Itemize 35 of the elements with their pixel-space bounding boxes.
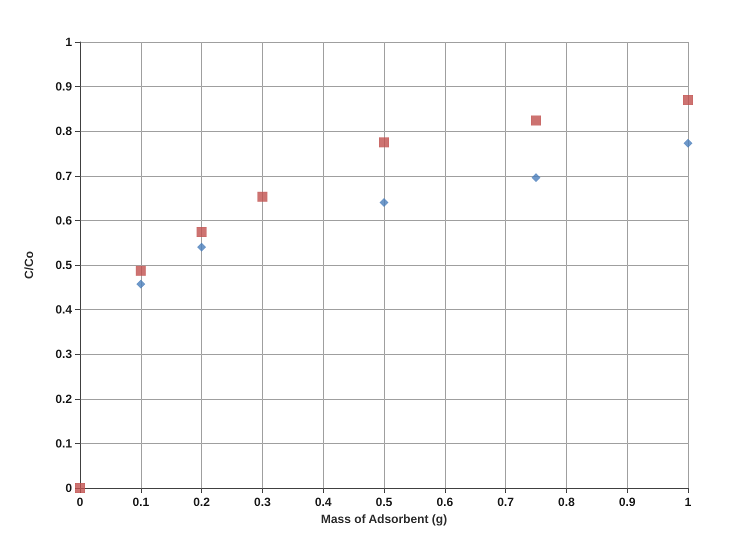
point: [136, 266, 146, 276]
point: [532, 173, 540, 182]
point: [197, 242, 206, 252]
y-tick-label: 0.2: [55, 392, 72, 406]
x-tick-label: 0.2: [193, 495, 210, 509]
x-tick-label: 0: [76, 495, 84, 509]
point: [257, 192, 268, 202]
y-tick-label: 0.7: [55, 168, 72, 183]
point: [380, 198, 388, 208]
y-tick-label: 0: [65, 481, 72, 495]
x-tick-label: 0.6: [436, 495, 454, 509]
y-axis-title: C/Co: [22, 251, 36, 279]
point: [196, 226, 207, 237]
y-tick-label: 0.5: [55, 258, 72, 272]
x-tick-label: 1: [684, 495, 692, 509]
x-axis-title: Mass of Adsorbent (g): [320, 512, 448, 526]
y-tick-label: 0.9: [55, 80, 72, 94]
point: [684, 138, 692, 148]
x-tick-label: 0.7: [497, 495, 514, 509]
y-tick-label: 0.8: [55, 124, 72, 138]
x-tick-label: 0.3: [254, 495, 272, 509]
y-tick-label: 0.3: [55, 347, 72, 362]
y-tick-label: 0.6: [55, 213, 72, 228]
x-tick-label: 0.8: [558, 495, 576, 509]
point: [379, 137, 389, 148]
y-tick-label: 1: [65, 35, 72, 49]
y-tick-label: 0.1: [55, 436, 72, 450]
y-tick-label: 0.4: [55, 302, 72, 317]
x-tick-label: 0.5: [376, 495, 393, 509]
point: [531, 115, 541, 126]
x-tick-label: 0.4: [314, 495, 332, 509]
x-tick-label: 0.1: [132, 495, 150, 509]
x-tick-label: 0.9: [618, 495, 636, 509]
point: [136, 280, 146, 289]
point: [683, 94, 693, 105]
